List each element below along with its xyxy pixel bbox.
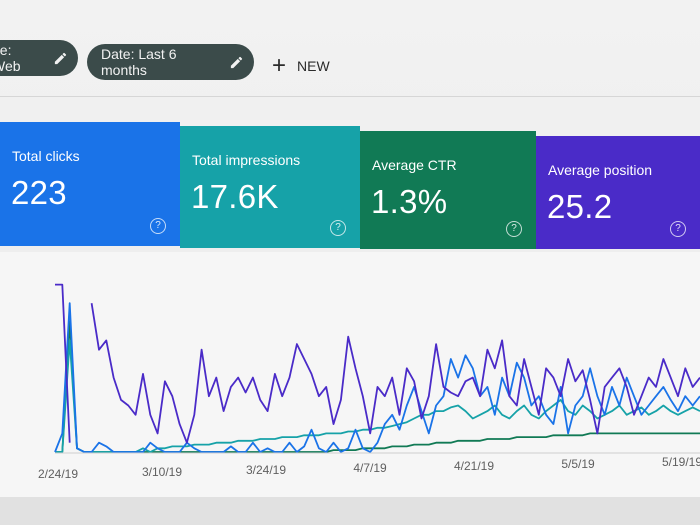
x-tick-label: 4/21/19 [454,459,494,473]
search-type-filter-label: pe: Web [0,42,21,74]
x-tick-label: 5/5/19 [561,457,595,471]
toolbar-divider [0,96,700,97]
help-circle-icon[interactable]: ? [506,221,522,237]
metric-card-total-impressions[interactable]: Total impressions 17.6K ? [180,126,360,248]
help-circle-icon[interactable]: ? [670,221,686,237]
filter-toolbar: pe: Web Date: Last 6 months + NEW [0,0,700,95]
metric-label: Total impressions [192,152,301,168]
metric-card-average-ctr[interactable]: Average CTR 1.3% ? [360,131,536,249]
series-line-3[interactable] [55,320,700,453]
date-filter-chip[interactable]: Date: Last 6 months [87,44,254,80]
metric-card-average-position[interactable]: Average position 25.2 ? [536,136,700,249]
metric-label: Average position [548,162,653,178]
series-line-1[interactable] [54,302,700,453]
new-filter-label: NEW [297,58,330,74]
date-filter-label: Date: Last 6 months [101,46,177,78]
x-tick-label: 4/7/19 [353,461,387,475]
x-tick-label: 5/19/19 [662,455,700,469]
metric-value: 25.2 [547,188,613,225]
new-filter-button[interactable]: + NEW [272,52,330,80]
pencil-icon[interactable] [229,55,244,70]
bottom-strip [0,497,700,525]
series-line-0[interactable] [55,283,700,444]
plus-icon: + [272,52,287,79]
help-circle-icon[interactable]: ? [150,218,166,234]
metric-card-total-clicks[interactable]: Total clicks 223 ? [0,122,180,246]
help-circle-icon[interactable]: ? [330,220,346,236]
metric-label: Average CTR [372,157,457,173]
metric-value: 223 [11,174,67,211]
metric-value: 1.3% [371,183,448,220]
x-tick-label: 2/24/19 [38,467,78,481]
performance-chart-panel: 2/24/19 3/10/19 3/24/19 4/7/19 4/21/19 5/5/19… [0,252,700,497]
metric-label: Total clicks [12,148,80,164]
x-tick-label: 3/10/19 [142,465,182,479]
pencil-icon[interactable] [53,51,68,66]
metric-value: 17.6K [191,178,279,215]
performance-line-chart[interactable]: 2/24/19 3/10/19 3/24/19 4/7/19 4/21/19 5/5/19… [0,252,700,497]
search-type-filter-chip[interactable]: pe: Web [0,40,78,76]
x-tick-label: 3/24/19 [246,463,286,477]
